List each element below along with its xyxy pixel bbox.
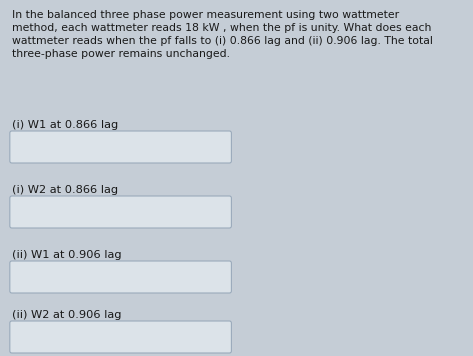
Text: (i) W1 at 0.866 lag: (i) W1 at 0.866 lag bbox=[12, 120, 118, 130]
Text: In the balanced three phase power measurement using two wattmeter: In the balanced three phase power measur… bbox=[12, 10, 399, 20]
Text: (ii) W2 at 0.906 lag: (ii) W2 at 0.906 lag bbox=[12, 310, 122, 320]
FancyBboxPatch shape bbox=[10, 131, 231, 163]
Text: (ii) W1 at 0.906 lag: (ii) W1 at 0.906 lag bbox=[12, 250, 122, 260]
Text: three-phase power remains unchanged.: three-phase power remains unchanged. bbox=[12, 49, 230, 59]
Text: method, each wattmeter reads 18 kW , when the pf is unity. What does each: method, each wattmeter reads 18 kW , whe… bbox=[12, 23, 431, 33]
Text: wattmeter reads when the pf falls to (i) 0.866 lag and (ii) 0.906 lag. The total: wattmeter reads when the pf falls to (i)… bbox=[12, 36, 433, 46]
Text: (i) W2 at 0.866 lag: (i) W2 at 0.866 lag bbox=[12, 185, 118, 195]
FancyBboxPatch shape bbox=[10, 261, 231, 293]
FancyBboxPatch shape bbox=[10, 196, 231, 228]
FancyBboxPatch shape bbox=[10, 321, 231, 353]
